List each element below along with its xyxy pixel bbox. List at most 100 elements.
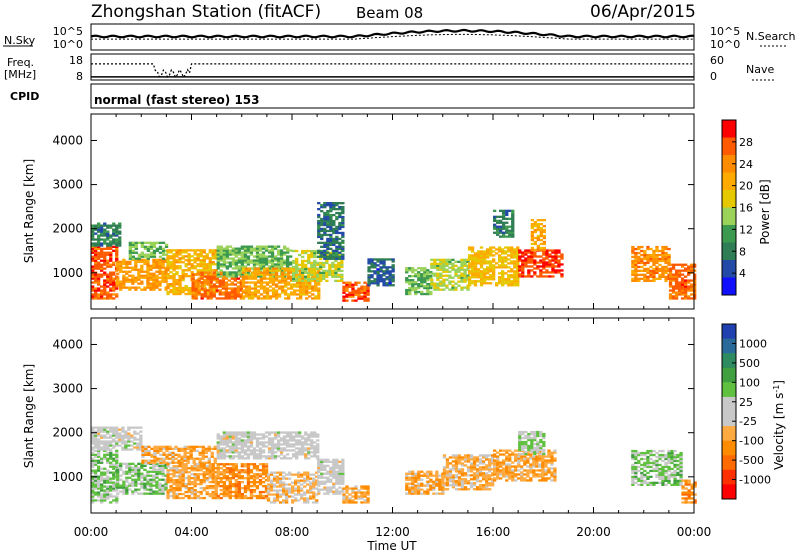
power-cell xyxy=(175,286,179,290)
velocity-cell xyxy=(289,433,293,436)
power-cell xyxy=(202,265,206,268)
velocity-cell xyxy=(100,487,104,490)
power-cell xyxy=(533,223,537,226)
power-cell xyxy=(518,275,522,278)
power-cell xyxy=(184,285,188,288)
velocity-cell xyxy=(207,459,211,462)
velocity-cell xyxy=(116,482,120,485)
power-cell xyxy=(513,256,517,259)
power-cell xyxy=(505,235,509,238)
power-cell xyxy=(131,268,135,271)
power-cell xyxy=(178,285,182,288)
velocity-cell xyxy=(312,477,316,480)
power-cell xyxy=(674,283,679,286)
velocity-cell xyxy=(189,453,193,456)
velocity-cell xyxy=(219,492,223,496)
power-cell xyxy=(256,269,261,272)
velocity-cell xyxy=(313,431,317,434)
velocity-cell xyxy=(246,475,251,478)
power-cell xyxy=(295,279,299,282)
power-cell xyxy=(109,281,113,284)
power-cell xyxy=(533,228,537,232)
power-cell xyxy=(420,292,424,296)
velocity-cell xyxy=(252,494,257,498)
power-cell xyxy=(161,280,165,283)
power-cell xyxy=(671,275,676,278)
velocity-cell xyxy=(286,453,290,456)
power-cell xyxy=(668,263,673,266)
velocity-cell xyxy=(249,485,254,488)
power-cell xyxy=(262,271,267,274)
power-cell xyxy=(243,257,248,260)
power-cell xyxy=(299,271,303,274)
power-cell xyxy=(149,268,153,271)
power-cell xyxy=(296,289,300,292)
power-cell xyxy=(109,283,113,286)
power-cell xyxy=(527,261,531,264)
power-cell xyxy=(530,246,534,250)
power-cell xyxy=(436,284,440,287)
power-cell xyxy=(516,252,520,255)
power-cell xyxy=(317,287,321,290)
velocity-cell xyxy=(180,457,184,460)
power-cell xyxy=(274,285,279,288)
power-cell xyxy=(97,261,101,264)
velocity-cell xyxy=(310,445,314,448)
power-cell xyxy=(203,279,207,282)
power-cell xyxy=(337,275,341,278)
power-cell xyxy=(677,289,682,292)
velocity-cell xyxy=(187,483,191,486)
velocity-cell xyxy=(115,461,119,464)
power-cell xyxy=(261,247,266,250)
velocity-cell xyxy=(140,480,144,483)
power-cell xyxy=(502,227,506,230)
power-cell xyxy=(505,231,509,234)
velocity-cell xyxy=(216,457,220,460)
power-cell xyxy=(103,287,107,290)
power-cell xyxy=(325,249,329,253)
power-cell xyxy=(335,204,339,207)
power-cell xyxy=(228,265,232,268)
power-cell xyxy=(319,261,323,265)
power-cell xyxy=(106,281,110,284)
velocity-cell xyxy=(165,453,169,456)
power-cell xyxy=(169,285,173,288)
velocity-cell xyxy=(166,471,170,474)
power-cell xyxy=(451,286,455,289)
power-cell xyxy=(313,277,317,280)
power-cell xyxy=(423,285,427,288)
velocity-cell xyxy=(125,466,129,469)
velocity-cell xyxy=(205,485,209,488)
velocity-cell xyxy=(165,461,169,464)
velocity-cell xyxy=(181,475,185,478)
power-cell xyxy=(304,279,308,282)
velocity-cell xyxy=(307,439,311,442)
power-cell xyxy=(298,263,302,267)
power-cell xyxy=(498,266,502,269)
power-cell xyxy=(190,255,194,258)
power-cell xyxy=(382,270,386,273)
power-cell xyxy=(335,249,339,252)
velocity-cell xyxy=(112,485,116,488)
power-cell xyxy=(329,217,333,221)
power-cell xyxy=(231,247,235,250)
power-cell xyxy=(258,269,263,272)
power-cell xyxy=(493,225,497,228)
power-cell xyxy=(264,259,269,262)
power-cell xyxy=(417,277,421,280)
power-cell xyxy=(128,251,132,254)
power-cell xyxy=(191,287,195,290)
power-cell xyxy=(646,271,650,274)
velocity-cell xyxy=(231,441,235,444)
velocity-cell xyxy=(169,489,173,492)
power-cell xyxy=(334,265,338,269)
power-cell xyxy=(100,228,104,231)
velocity-cell xyxy=(255,443,260,446)
velocity-cell xyxy=(249,449,254,452)
power-cell xyxy=(267,245,272,248)
power-cell xyxy=(97,236,101,239)
power-cell xyxy=(240,261,244,264)
velocity-cell xyxy=(137,472,141,475)
power-cell xyxy=(486,270,490,273)
power-cell xyxy=(693,279,697,282)
